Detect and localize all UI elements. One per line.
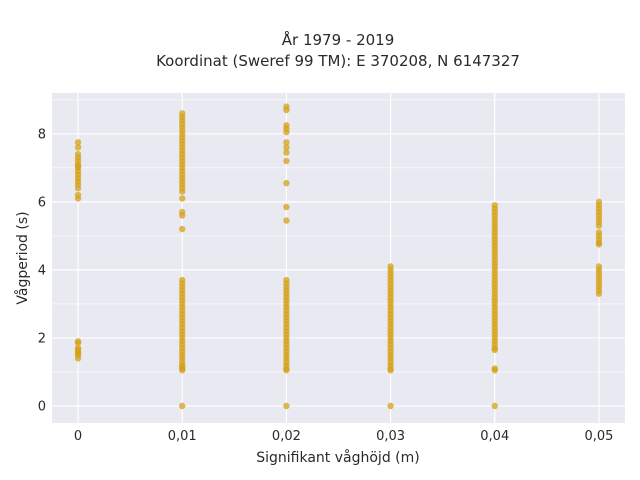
y-tick-label: 0 [38, 399, 46, 414]
data-point [179, 225, 186, 233]
data-point [179, 195, 186, 202]
data-point [74, 144, 82, 151]
x-tick-label: 0,03 [376, 429, 405, 444]
data-point [283, 122, 290, 129]
data-point [283, 217, 290, 224]
data-point [74, 338, 82, 345]
data-point [595, 263, 603, 270]
y-tick-label: 4 [38, 263, 46, 278]
y-tick-labels: 0 2 4 6 8 [38, 127, 46, 414]
data-point [283, 402, 290, 410]
x-tick-labels: 0 0,01 0,02 0,03 0,04 0,05 [74, 429, 614, 444]
data-point [283, 157, 290, 165]
data-point [283, 276, 290, 284]
data-point [74, 139, 82, 146]
chart-title-line1: År 1979 - 2019 [282, 30, 395, 49]
data-point [74, 344, 82, 352]
data-point [74, 191, 82, 199]
chart-title-line2: Koordinat (Sweref 99 TM): E 370208, N 61… [156, 52, 520, 70]
data-point [179, 208, 186, 216]
data-point [283, 103, 290, 110]
y-axis-label: Vågperiod (s) [14, 211, 31, 304]
data-point [491, 365, 498, 372]
data-point [283, 203, 290, 211]
data-point [387, 263, 394, 270]
data-point [74, 151, 82, 158]
x-tick-label: 0,04 [480, 429, 509, 444]
y-tick-label: 2 [38, 331, 46, 346]
data-point [387, 402, 394, 410]
data-point [179, 276, 186, 284]
x-tick-label: 0,05 [584, 429, 613, 444]
x-tick-label: 0,01 [168, 429, 197, 444]
data-points [74, 103, 603, 410]
data-point [595, 229, 603, 236]
x-tick-label: 0 [74, 429, 82, 444]
data-point [491, 202, 498, 209]
data-point [595, 198, 603, 206]
data-point [283, 149, 290, 156]
data-point [283, 139, 290, 146]
data-point [283, 179, 290, 187]
y-tick-label: 6 [38, 195, 46, 210]
x-axis-label: Signifikant våghöjd (m) [256, 449, 419, 466]
data-point [179, 402, 186, 410]
data-point [179, 110, 186, 117]
data-point [283, 144, 290, 151]
data-point [491, 402, 498, 410]
y-tick-label: 8 [38, 127, 46, 142]
plot-area [52, 93, 625, 423]
x-tick-label: 0,02 [272, 429, 301, 444]
